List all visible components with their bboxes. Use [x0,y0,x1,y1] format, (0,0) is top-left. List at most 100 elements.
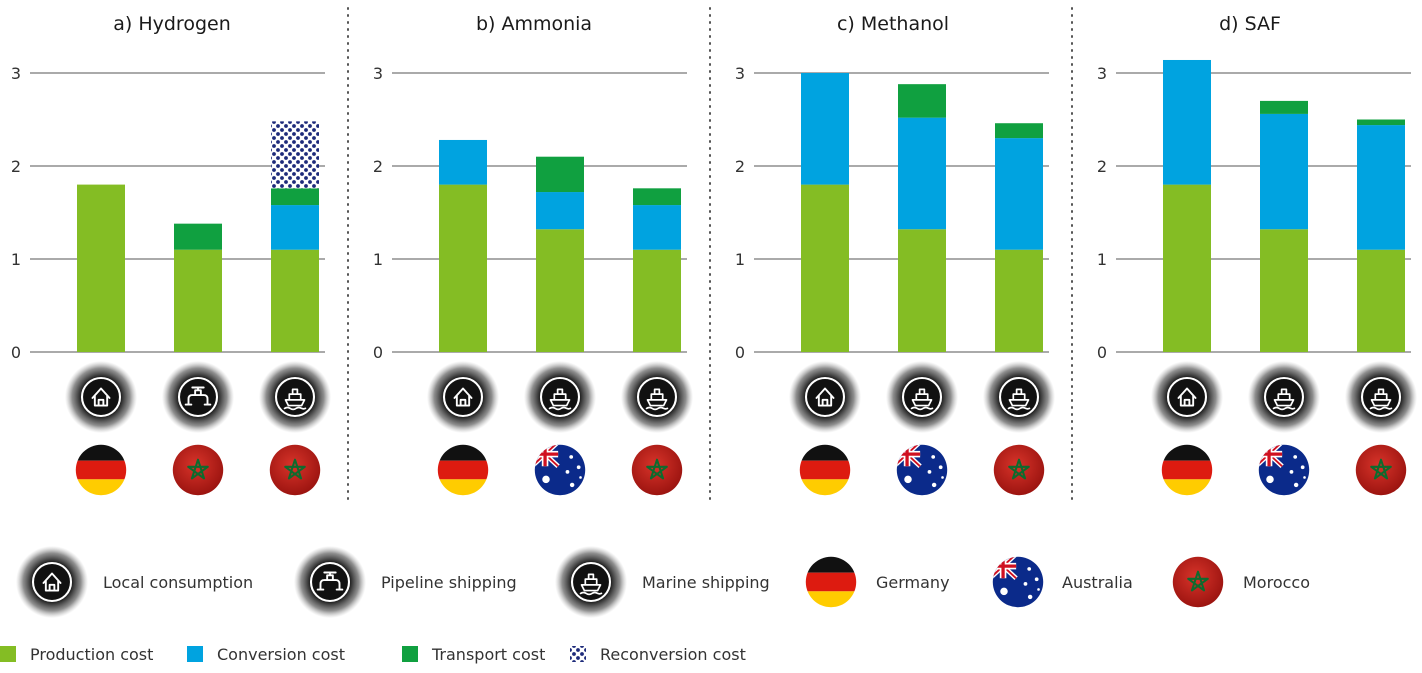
ship-icon [553,544,629,620]
stacked-bar [995,123,1043,352]
australia-flag-icon [1256,442,1312,498]
legend-label: Reconversion cost [600,645,746,664]
bar-segment-conversion-cost [1357,125,1405,250]
germany-flag-icon [1159,442,1215,498]
house-icon [1149,359,1225,435]
bar-segment-reconversion-cost [271,121,319,189]
house-icon [425,359,501,435]
y-tick-label: 3 [373,64,383,83]
germany-flag-icon [435,442,491,498]
legend-item-mode: Marine shipping [553,544,770,620]
stacked-bar [801,73,849,352]
y-tick-label: 1 [1097,250,1107,269]
bar-segment-conversion-cost [898,117,946,230]
stacked-bar [1260,100,1308,352]
bar-segment-production-cost [439,184,487,352]
legend-label: Production cost [30,645,153,664]
stacked-bar [1357,119,1405,352]
stacked-bar [898,84,946,352]
legend-label: Transport cost [431,645,545,664]
bar-segment-transport-cost [174,223,222,250]
y-tick-label: 0 [1097,343,1107,362]
legend-label: Local consumption [103,573,253,592]
bar-segment-transport-cost [1260,100,1308,114]
legend-swatch [0,646,16,662]
legend-item-country: Australia [990,554,1133,610]
legend-label: Pipeline shipping [381,573,517,592]
legend-swatch [402,646,418,662]
morocco-flag-icon [992,443,1046,497]
legend-label: Morocco [1243,573,1310,592]
bar-segment-production-cost [1260,229,1308,352]
australia-flag-icon [990,554,1046,610]
house-icon [14,544,90,620]
legend-swatch [187,646,203,662]
bar-segment-transport-cost [536,156,584,193]
legend-label: Australia [1062,573,1133,592]
panel-title: a) Hydrogen [113,13,231,35]
bar-segment-production-cost [801,184,849,352]
bar-segment-production-cost [995,249,1043,352]
bar-segment-production-cost [536,229,584,352]
bar-segment-production-cost [898,229,946,352]
stacked-bar [633,188,681,352]
legend-item-country: Morocco [1171,555,1310,609]
legend-item-cost: Production cost [0,645,153,664]
legend-item-country: Germany [803,554,950,610]
bar-segment-production-cost [77,184,125,352]
bar-segment-transport-cost [633,188,681,206]
australia-flag-icon [532,442,588,498]
panel-title: b) Ammonia [476,13,592,35]
ship-icon [884,359,960,435]
morocco-flag-icon [171,443,225,497]
ship-icon [257,359,333,435]
morocco-flag-icon [1171,555,1225,609]
y-tick-label: 1 [11,250,21,269]
bar-segment-transport-cost [898,84,946,118]
ship-icon [619,359,695,435]
ship-icon [981,359,1057,435]
germany-flag-icon [797,442,853,498]
stacked-bar [1163,59,1211,352]
morocco-flag-icon [630,443,684,497]
bar-segment-conversion-cost [801,73,849,185]
y-tick-label: 2 [11,157,21,176]
legend-label: Conversion cost [217,645,345,664]
house-icon [63,359,139,435]
bar-segment-conversion-cost [439,139,487,185]
bar-segment-conversion-cost [1163,59,1211,185]
pipeline-icon [160,359,236,435]
panel: b) Ammonia 0 1 2 3 [373,13,695,498]
bar-segment-production-cost [1163,184,1211,352]
bar-segment-transport-cost [1357,119,1405,126]
pipeline-icon [292,544,368,620]
y-tick-label: 3 [11,64,21,83]
australia-flag-icon [894,442,950,498]
bar-segment-production-cost [1357,249,1405,352]
panel: a) Hydrogen 0 1 2 3 [11,13,333,498]
stacked-bar [271,121,319,352]
legend-item-cost: Reconversion cost [570,645,746,664]
panel: c) Methanol 0 1 2 3 [735,13,1057,498]
panel-title: d) SAF [1219,13,1281,35]
stacked-bar [536,156,584,352]
y-tick-label: 3 [1097,64,1107,83]
legend-label: Germany [876,573,950,592]
bar-segment-conversion-cost [995,138,1043,250]
legend-item-mode: Pipeline shipping [292,544,517,620]
legend-label: Marine shipping [642,573,770,592]
y-tick-label: 0 [373,343,383,362]
y-tick-label: 2 [1097,157,1107,176]
house-icon [787,359,863,435]
germany-flag-icon [73,442,129,498]
stacked-bar [77,184,125,352]
panel: d) SAF 0 1 2 3 [1097,13,1419,498]
y-tick-label: 0 [735,343,745,362]
ship-icon [1246,359,1322,435]
bar-segment-transport-cost [271,188,319,206]
bar-segment-production-cost [174,249,222,352]
legend-item-mode: Local consumption [14,544,253,620]
y-tick-label: 1 [735,250,745,269]
stacked-bar [174,223,222,352]
